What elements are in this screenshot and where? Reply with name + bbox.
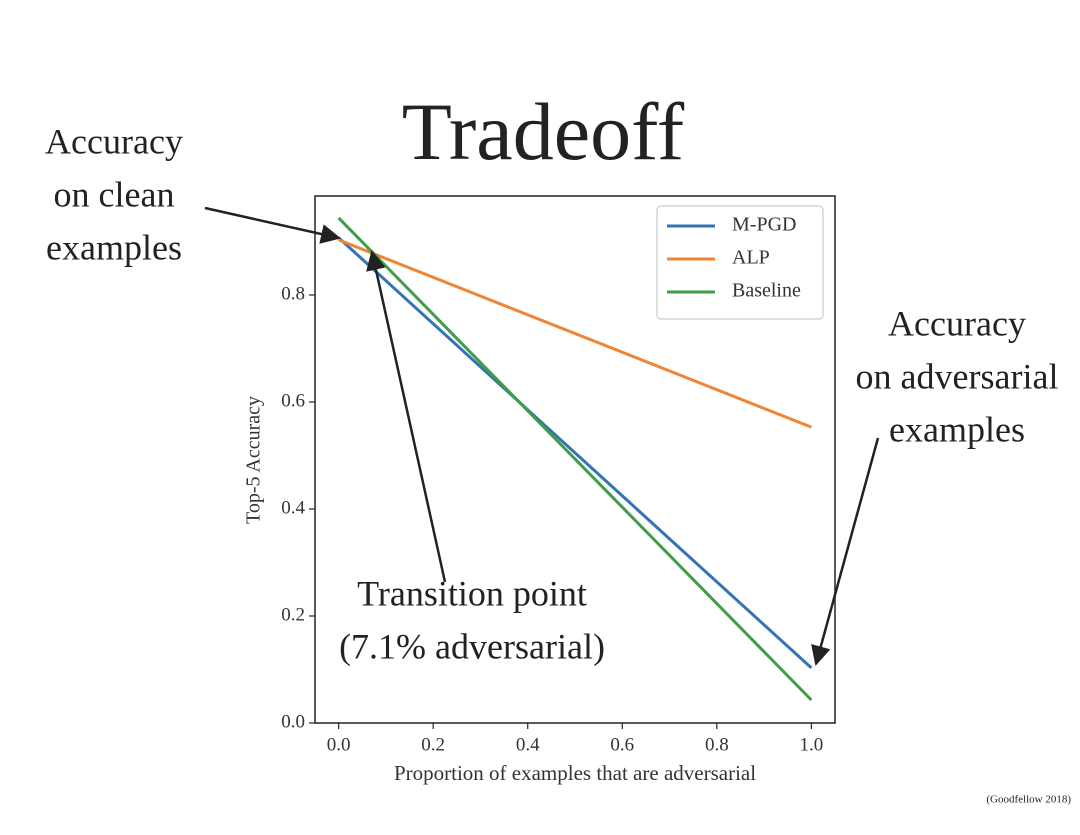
y-tick-label: 0.8 <box>281 283 305 304</box>
x-tick-label: 0.2 <box>421 734 445 755</box>
x-tick-label: 0.4 <box>516 734 540 755</box>
x-tick-label: 1.0 <box>799 734 823 755</box>
annotation-text: on adversarial <box>856 356 1059 396</box>
annotation-text: (7.1% adversarial) <box>339 626 605 666</box>
slide-title: Tradeoff <box>402 86 685 177</box>
plot-frame <box>314 195 836 724</box>
arrow <box>366 250 447 583</box>
arrow <box>811 437 880 666</box>
annotation-text: on clean <box>54 174 175 214</box>
arrow <box>204 206 341 244</box>
y-tick-label: 0.6 <box>281 390 305 411</box>
y-tick-label: 0.2 <box>281 604 305 625</box>
annotation-text: Transition point <box>357 573 587 613</box>
annotation-text: examples <box>46 227 182 267</box>
x-axis-label: Proportion of examples that are adversar… <box>394 761 756 785</box>
plot-area: 0.0 0.2 0.4 0.6 0.8 1.0 0.0 0.2 0.4 0.6 0.8 M-PGD AL… <box>281 195 836 755</box>
series-line <box>337 236 813 670</box>
series-line <box>338 238 812 429</box>
y-axis-label: Top-5 Accuracy <box>243 396 265 524</box>
x-tick-label: 0.6 <box>610 734 634 755</box>
legend-label: M-PGD <box>732 214 796 236</box>
y-tick-label: 0.0 <box>281 711 305 732</box>
annotation-text: Accuracy <box>45 121 183 161</box>
x-tick-label: 0.8 <box>705 734 729 755</box>
annotation-text: Accuracy <box>888 303 1026 343</box>
y-tick-label: 0.4 <box>281 497 305 518</box>
annotation-text: examples <box>889 409 1025 449</box>
x-tick-label: 0.0 <box>327 734 351 755</box>
annotations: Accuracy on clean examples Accuracy on adver… <box>45 121 1058 666</box>
legend-label: Baseline <box>732 280 801 302</box>
citation: (Goodfellow 2018) <box>986 794 1071 806</box>
series-line <box>337 216 813 702</box>
legend-label: ALP <box>732 247 770 269</box>
